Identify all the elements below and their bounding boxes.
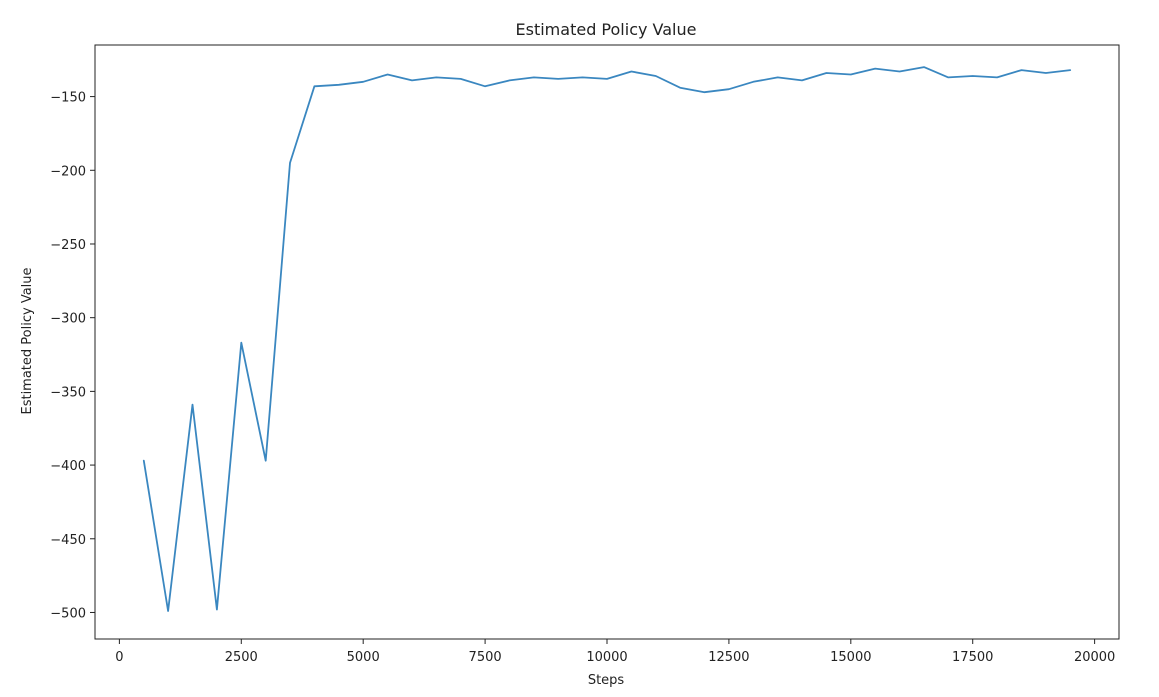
- x-tick-label: 2500: [225, 650, 258, 665]
- y-tick-label: −200: [50, 164, 86, 179]
- y-tick-label: −250: [50, 238, 86, 253]
- x-tick-label: 15000: [830, 650, 871, 665]
- plot-frame: [94, 44, 1120, 640]
- x-tick-label: 17500: [952, 650, 993, 665]
- x-tick-label: 12500: [708, 650, 749, 665]
- x-tick-label: 7500: [469, 650, 502, 665]
- y-tick-label: −500: [50, 606, 86, 621]
- x-tick-label: 10000: [586, 650, 627, 665]
- x-tick-label: 0: [115, 650, 123, 665]
- y-tick-label: −300: [50, 312, 86, 327]
- series-line-0: [142, 66, 1072, 612]
- y-tick-label: −450: [50, 533, 86, 548]
- y-axis-label: Estimated Policy Value: [20, 267, 35, 414]
- plot-area: 0 2500 5000 7500 10000 12500 15000 17500 20000 −5…: [50, 44, 1120, 665]
- y-tick-label: −400: [50, 459, 86, 474]
- chart-title: Estimated Policy Value: [516, 20, 697, 39]
- x-axis-label: Steps: [588, 673, 625, 688]
- y-tick-label: −350: [50, 385, 86, 400]
- y-tick-label: −150: [50, 91, 86, 106]
- x-tick-label: 5000: [347, 650, 380, 665]
- x-tick-label: 20000: [1074, 650, 1115, 665]
